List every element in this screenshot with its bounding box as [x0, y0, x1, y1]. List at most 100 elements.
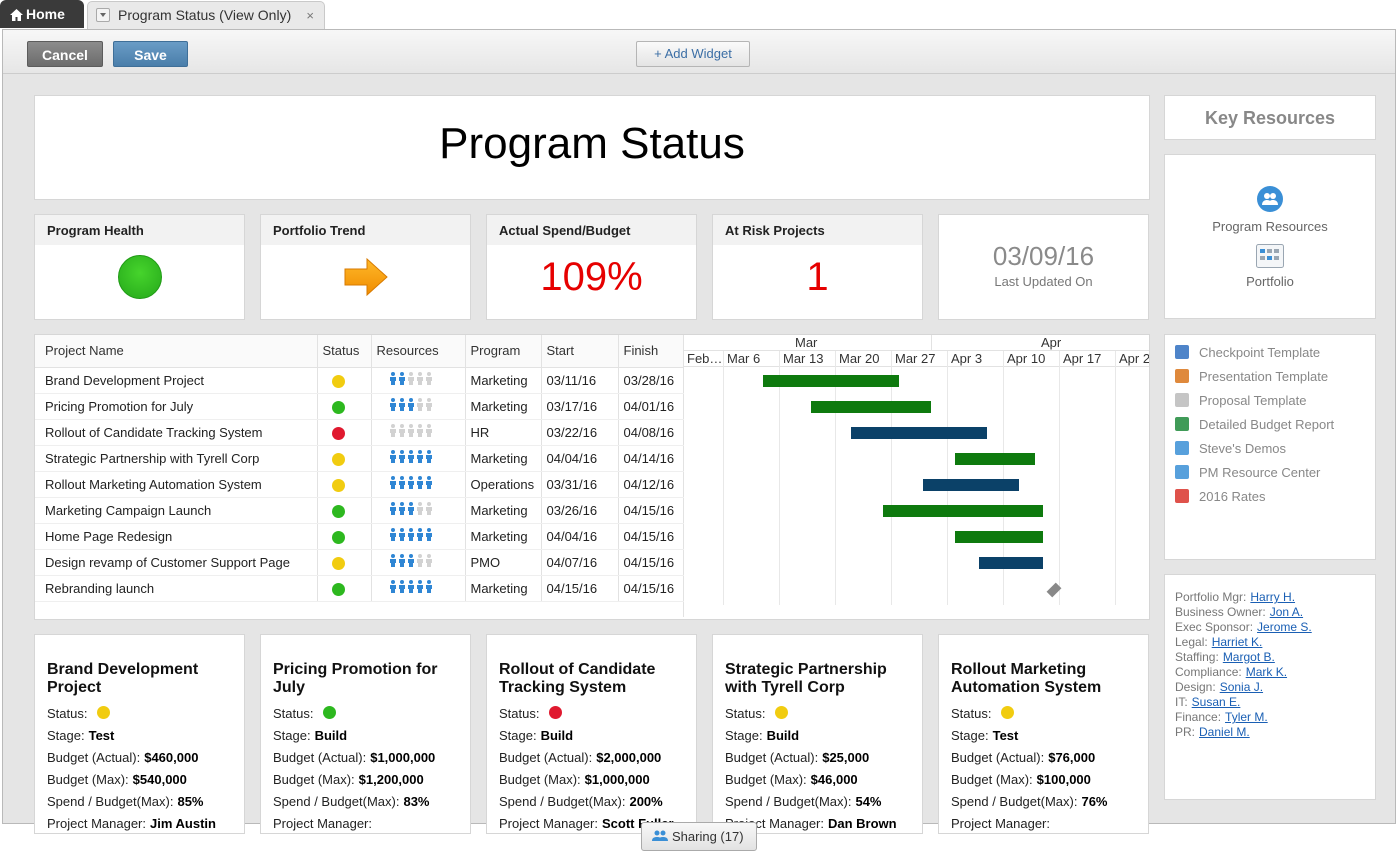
project-name[interactable]: Brand Development Project — [35, 367, 318, 394]
contact-name-link[interactable]: Harry H. — [1250, 590, 1296, 604]
table-row[interactable]: Rollout of Candidate Tracking System HR 03… — [35, 419, 684, 446]
contact-name-link[interactable]: Margot B. — [1222, 650, 1275, 664]
field-value: Build — [766, 728, 800, 743]
save-button[interactable]: Save — [113, 41, 188, 67]
contact-row: Staffing: Margot B. — [1175, 650, 1375, 665]
tab-dropdown-icon[interactable] — [96, 8, 110, 22]
field-value: 200% — [629, 794, 663, 809]
document-link[interactable]: Proposal Template — [1175, 393, 1375, 417]
key-resources-title: Key Resources — [1164, 95, 1376, 140]
contact-name-link[interactable]: Mark K. — [1245, 665, 1288, 679]
field-value: $460,000 — [144, 750, 199, 765]
document-link[interactable]: 2016 Rates — [1175, 489, 1375, 513]
word-icon — [1175, 345, 1189, 359]
spend-budget-widget: Actual Spend/Budget 109% — [486, 214, 697, 320]
contact-name-link[interactable]: Harriet K. — [1211, 635, 1263, 649]
project-name[interactable]: Home Page Redesign — [35, 523, 318, 550]
document-link[interactable]: Checkpoint Template — [1175, 345, 1375, 369]
widget-title: At Risk Projects — [713, 215, 922, 245]
column-header[interactable]: Status — [317, 335, 372, 368]
table-row[interactable]: Brand Development Project Marketing 03/11/… — [35, 367, 684, 394]
table-row[interactable]: Rebranding launch Marketing 04/15/16 04/15/… — [35, 575, 684, 602]
column-header[interactable]: Resources — [371, 335, 466, 368]
gantt-bar[interactable] — [955, 531, 1043, 543]
table-row[interactable]: Design revamp of Customer Support Page PM… — [35, 549, 684, 576]
month-label: Apr — [1041, 335, 1062, 350]
cell-finish: 04/15/16 — [618, 523, 684, 550]
table-row[interactable]: Marketing Campaign Launch Marketing 03/26/… — [35, 497, 684, 524]
project-name[interactable]: Rollout of Candidate Tracking System — [35, 419, 318, 446]
field-label: Stage: — [47, 728, 85, 743]
document-link[interactable]: PM Resource Center — [1175, 465, 1375, 489]
field-value: $25,000 — [822, 750, 870, 765]
powerpoint-icon — [1175, 369, 1189, 383]
contact-name-link[interactable]: Daniel M. — [1199, 725, 1250, 739]
field-label: Status: — [951, 706, 992, 721]
gantt-bar[interactable] — [923, 479, 1019, 491]
table-row[interactable]: Strategic Partnership with Tyrell Corp Ma… — [35, 445, 684, 472]
tab-program-status[interactable]: Program Status (View Only) × — [87, 1, 325, 30]
week-label: Apr 17 — [1063, 351, 1102, 366]
table-row[interactable]: Home Page Redesign Marketing 04/04/16 04/15… — [35, 523, 684, 550]
project-name[interactable]: Pricing Promotion for July — [35, 393, 318, 420]
project-card-stage: Stage: Test — [47, 725, 244, 747]
project-card-spend: Spend / Budget(Max): 200% — [499, 791, 696, 813]
gantt-bar[interactable] — [955, 453, 1035, 465]
resources-cell — [371, 393, 466, 420]
contact-role: Business Owner: — [1175, 605, 1266, 619]
project-name[interactable]: Rollout Marketing Automation System — [35, 471, 318, 498]
document-label: Checkpoint Template — [1199, 345, 1321, 360]
document-label: Presentation Template — [1199, 369, 1329, 384]
resources-cell — [371, 419, 466, 446]
resource-people-icon — [389, 424, 434, 440]
status-cell — [317, 471, 372, 498]
portfolio-link[interactable]: Portfolio — [1165, 244, 1375, 289]
column-header[interactable]: Start — [541, 335, 619, 368]
add-widget-button[interactable]: + Add Widget — [636, 41, 750, 67]
resource-people-icon — [389, 580, 434, 596]
project-name[interactable]: Marketing Campaign Launch — [35, 497, 318, 524]
field-value: Build — [314, 728, 348, 743]
gantt-bar[interactable] — [763, 375, 899, 387]
gantt-bar[interactable] — [851, 427, 987, 439]
project-card-title: Strategic Partnership with Tyrell Corp — [725, 661, 887, 696]
contact-name-link[interactable]: Jerome S. — [1257, 620, 1312, 634]
resources-cell — [371, 471, 466, 498]
field-value: $1,000,000 — [584, 772, 650, 787]
field-value: $46,000 — [810, 772, 858, 787]
contact-name-link[interactable]: Susan E. — [1191, 695, 1241, 709]
contacts-list: Portfolio Mgr: Harry H. Business Owner: Jon… — [1164, 574, 1376, 800]
widget-title: Program Health — [35, 215, 244, 245]
field-label: Budget (Actual): — [725, 750, 819, 765]
project-name[interactable]: Strategic Partnership with Tyrell Corp — [35, 445, 318, 472]
project-card-status: Status: — [273, 703, 470, 725]
gantt-bar[interactable] — [979, 557, 1043, 569]
tab-home[interactable]: Home — [0, 0, 84, 28]
column-header[interactable]: Project Name — [35, 335, 318, 368]
project-card-status: Status: — [47, 703, 244, 725]
column-header[interactable]: Finish — [618, 335, 684, 368]
field-label: Budget (Max): — [499, 772, 581, 787]
program-resources-link[interactable]: Program Resources — [1165, 185, 1375, 234]
status-green-icon — [331, 582, 345, 596]
at-risk-widget: At Risk Projects 1 — [712, 214, 923, 320]
gantt-bar[interactable] — [811, 401, 931, 413]
gantt-chart: Mar Apr Feb… Mar 6 Mar 13 Mar 20 Mar 27 Apr 3… — [683, 335, 1149, 619]
document-link[interactable]: Presentation Template — [1175, 369, 1375, 393]
close-icon[interactable]: × — [306, 8, 314, 23]
cancel-button[interactable]: Cancel — [27, 41, 103, 67]
document-link[interactable]: Detailed Budget Report — [1175, 417, 1375, 441]
contact-name-link[interactable]: Sonia J. — [1219, 680, 1264, 694]
project-name[interactable]: Rebranding launch — [35, 575, 318, 602]
gantt-bar[interactable] — [883, 505, 1043, 517]
table-row[interactable]: Rollout Marketing Automation System Opera… — [35, 471, 684, 498]
contact-name-link[interactable]: Tyler M. — [1225, 710, 1268, 724]
document-link[interactable]: Steve's Demos — [1175, 441, 1375, 465]
project-card-budget_max: Budget (Max): $100,000 — [951, 769, 1148, 791]
table-row[interactable]: Pricing Promotion for July Marketing 03/17… — [35, 393, 684, 420]
project-name[interactable]: Design revamp of Customer Support Page — [35, 549, 318, 576]
sharing-button[interactable]: Sharing (17) — [641, 822, 757, 851]
contact-name-link[interactable]: Jon A. — [1269, 605, 1304, 619]
column-header[interactable]: Program — [465, 335, 542, 368]
cell-start: 04/07/16 — [541, 549, 619, 576]
